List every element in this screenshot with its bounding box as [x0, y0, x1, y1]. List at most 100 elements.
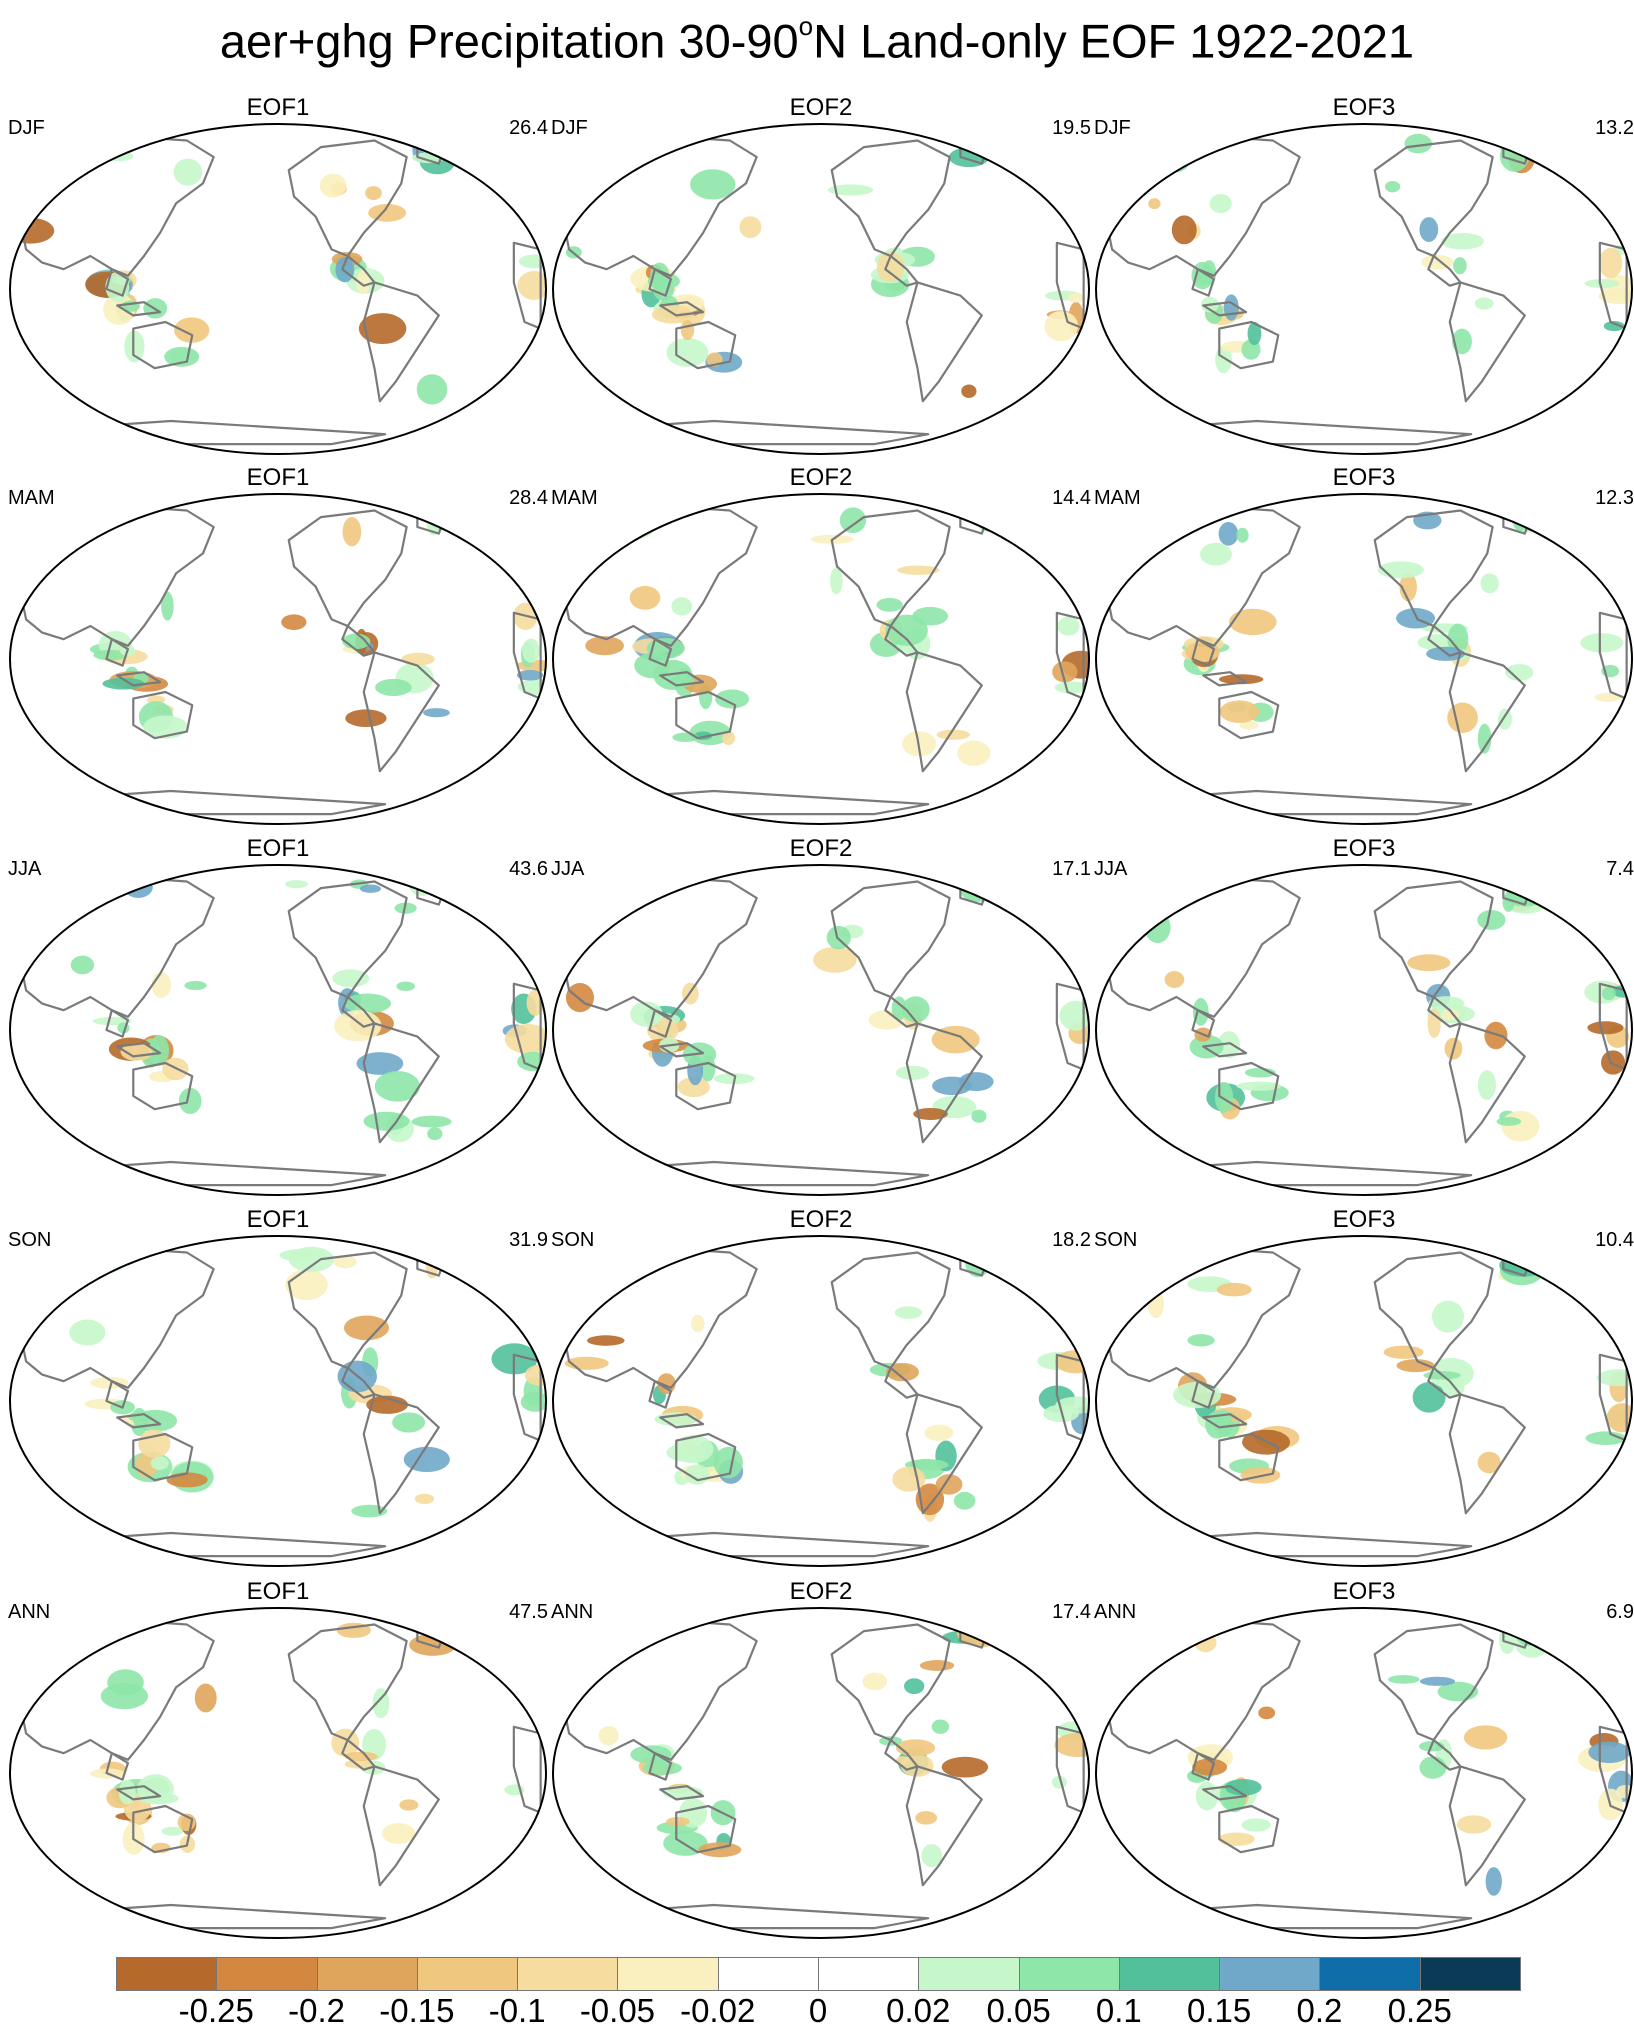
eof-shading [895, 1065, 930, 1080]
land-mass [288, 881, 407, 997]
coastline [675, 1804, 737, 1854]
eof-shading [827, 184, 874, 196]
eof-shading [1431, 1300, 1465, 1333]
panel-season-label: ANN [1094, 1601, 1137, 1623]
eof-shading [904, 1459, 949, 1471]
panel-season-label: SON [551, 1229, 595, 1251]
eof-shading [356, 1052, 404, 1075]
coastline [341, 1366, 376, 1399]
eof-shading [936, 729, 970, 740]
coastline [287, 880, 408, 999]
map-border [1095, 1235, 1633, 1567]
map-panel-jja-eof1: EOF1 JJA 43.6 [8, 835, 548, 1197]
panel-variance-label: 43.6 [509, 858, 548, 880]
map-projection [1095, 1235, 1633, 1567]
eof-shading [975, 507, 1004, 532]
eof-shading [663, 1830, 708, 1856]
eof-shading [1412, 1382, 1446, 1413]
panel-variance-label: 19.5 [1052, 117, 1091, 139]
eof-shading [1601, 1050, 1626, 1075]
coastline [884, 995, 919, 1028]
eof-shading [1217, 1031, 1240, 1059]
colorbar-tick-label: 0.1 [1095, 1992, 1142, 2029]
coastline [362, 281, 440, 403]
map-projection [1095, 493, 1633, 825]
coastline [512, 982, 542, 1071]
eof-shading [904, 1678, 925, 1695]
eof-shading [1219, 700, 1260, 723]
eof-shading [70, 955, 95, 975]
coastline [1427, 624, 1462, 657]
eof-shading [374, 1070, 421, 1102]
eof-shading [1447, 702, 1478, 733]
map-border [552, 864, 1090, 1196]
coastline [1598, 982, 1628, 1071]
colorbar-tick-label: -0.1 [488, 1992, 546, 2029]
colorbar-tick-label: -0.05 [579, 1992, 656, 2029]
eof-shading [420, 141, 462, 156]
map-border [9, 1607, 547, 1939]
panel-variance-label: 31.9 [509, 1229, 548, 1251]
eof-shading [93, 649, 128, 661]
eof-shading [630, 1001, 663, 1027]
coastline [341, 624, 376, 657]
panel-season-label: SON [8, 1229, 52, 1251]
land-mass [1374, 881, 1493, 997]
panel-title: EOF3 [1332, 94, 1396, 121]
map-projection [552, 864, 1090, 1196]
eof-shading [1585, 1431, 1627, 1446]
eof-shading [1598, 247, 1623, 279]
eof-shading [1477, 1070, 1496, 1100]
land-mass [288, 1624, 407, 1740]
coastline [1427, 1366, 1462, 1399]
eof-shading [1241, 1818, 1271, 1832]
eof-shading [392, 1412, 426, 1433]
map-projection [1095, 1607, 1633, 1939]
eof-shading [411, 1115, 452, 1128]
eof-shading [421, 495, 452, 520]
panel-variance-label: 28.4 [509, 487, 548, 509]
coastline [648, 1380, 673, 1409]
eof-shading [416, 374, 448, 405]
panel-season-label: MAM [551, 487, 598, 509]
coastline [675, 320, 737, 370]
eof-shading [173, 158, 203, 186]
coastline [362, 651, 440, 773]
eof-shading [1162, 151, 1190, 173]
coastline [675, 1061, 737, 1111]
eof-shading [372, 1688, 390, 1719]
eof-shading [672, 732, 699, 742]
coastline [1191, 268, 1216, 297]
coastline [1598, 1353, 1628, 1442]
colorbar-swatch [316, 1957, 418, 1991]
coastline [830, 509, 951, 628]
map-projection [1095, 123, 1633, 455]
coastline [675, 690, 737, 740]
map-projection [552, 493, 1090, 825]
eof-shading [931, 1025, 980, 1054]
coastline [1055, 241, 1085, 330]
coastline [1202, 671, 1248, 687]
coastline [105, 1752, 130, 1781]
map-panel-mam-eof1: EOF1 MAM 28.4 [8, 464, 548, 826]
coastline [1448, 1765, 1526, 1887]
eof-shading [79, 1256, 126, 1274]
eof-shading [1214, 1081, 1234, 1113]
land-mass [1449, 282, 1525, 402]
eof-shading [1384, 180, 1401, 193]
colorbar-tick-label: -0.02 [680, 1992, 756, 2029]
map-border [9, 1235, 547, 1567]
coastline [830, 1623, 951, 1742]
coastline [905, 281, 983, 403]
panel-title: EOF3 [1332, 464, 1396, 491]
coastline [1191, 638, 1216, 667]
eof-shading [164, 346, 200, 367]
eof-shading [423, 708, 450, 718]
eof-shading [885, 614, 928, 646]
eof-shading [957, 740, 991, 766]
eof-shading [1452, 328, 1472, 355]
map-panel-jja-eof3: EOF3 JJA 7.4 [1094, 835, 1634, 1197]
eof-shading [562, 1629, 609, 1641]
eof-shading [51, 1623, 94, 1634]
eof-shading [691, 1314, 705, 1333]
